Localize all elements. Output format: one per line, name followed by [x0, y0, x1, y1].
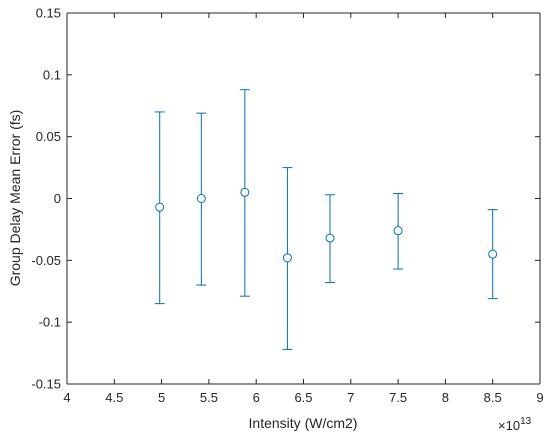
- data-point: [393, 226, 403, 236]
- x-exponent-power: 13: [520, 416, 532, 427]
- x-tick-label: 7: [347, 390, 354, 405]
- x-tick-label: 4: [63, 390, 70, 405]
- x-tick-label: 5.5: [200, 390, 218, 405]
- data-point: [282, 253, 292, 263]
- data-point: [240, 187, 250, 197]
- y-tick-label: 0.1: [43, 67, 61, 82]
- y-tick-label: -0.1: [39, 315, 61, 330]
- data-point: [155, 202, 165, 212]
- x-exponent-label: ×1013: [498, 416, 532, 433]
- x-tick-label: 5: [158, 390, 165, 405]
- x-tick-label: 9: [536, 390, 543, 405]
- y-axis-label: Group Delay Mean Error (fs): [7, 110, 23, 287]
- ticks: 4 4.5 5 5.5 6 6.5 7 7.5 8 8.5 9 0.15 0.1 0.05 0 -0.05 -0…: [31, 6, 543, 406]
- x-tick-label: 8: [442, 390, 449, 405]
- x-tick-label: 4.5: [105, 390, 123, 405]
- data-point: [196, 194, 206, 203]
- data-marks: [154, 89, 498, 350]
- y-tick-label: 0.05: [36, 129, 61, 144]
- x-tick-label: 6.5: [294, 390, 312, 405]
- x-tick-label: 8.5: [484, 390, 502, 405]
- data-point: [325, 233, 335, 243]
- x-tick-label: 6: [253, 390, 260, 405]
- x-axis-label: Intensity (W/cm2): [249, 415, 358, 431]
- y-tick-label: -0.05: [31, 253, 61, 268]
- x-tick-label: 7.5: [389, 390, 407, 405]
- x-exponent-base: ×10: [498, 418, 520, 433]
- data-point: [488, 249, 498, 259]
- y-tick-label: 0.15: [36, 6, 61, 21]
- plot-area: [67, 13, 540, 384]
- y-tick-label: -0.15: [31, 377, 61, 392]
- y-tick-label: 0: [54, 191, 61, 206]
